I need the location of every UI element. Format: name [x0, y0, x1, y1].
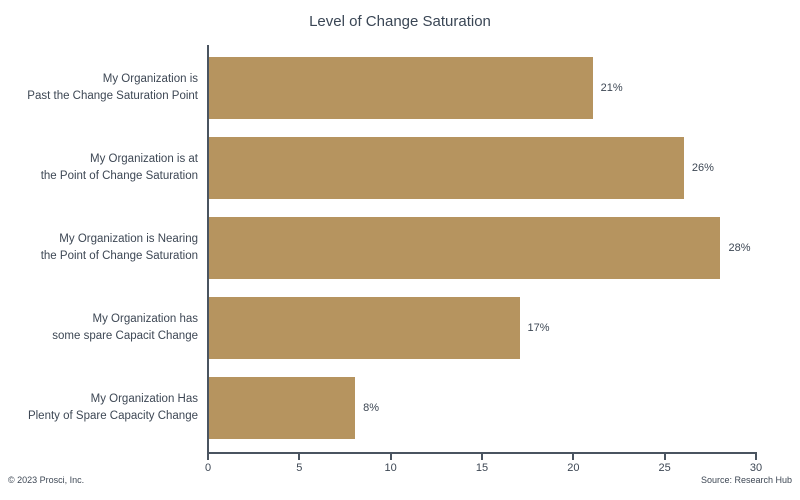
bar-row: My Organization is at the Point of Chang…	[0, 137, 800, 199]
x-tick-mark	[207, 454, 209, 460]
bar	[209, 297, 520, 359]
chart-title: Level of Change Saturation	[309, 13, 491, 30]
x-tick-mark	[572, 454, 575, 460]
bar-row: My Organization is Nearing the Point of …	[0, 217, 800, 279]
category-label: My Organization Has Plenty of Spare Capa…	[27, 393, 198, 422]
bar-track: 8%	[209, 377, 757, 439]
bar	[209, 377, 356, 439]
copyright-text: © 2023 Prosci, Inc.	[8, 475, 85, 485]
x-axis-line	[207, 452, 757, 454]
bar-track: 21%	[209, 57, 757, 119]
bar-value-label: 26%	[691, 162, 714, 174]
bar-value-label: 28%	[728, 242, 751, 254]
x-tick-mark	[389, 454, 392, 460]
source-text: Source: Research Hub	[700, 475, 792, 485]
bar-row: My Organization is Past the Change Satur…	[0, 57, 800, 119]
x-tick-label: 25	[658, 462, 671, 474]
category-label: My Organization is Nearing the Point of …	[40, 233, 198, 262]
x-tick-label: 20	[567, 462, 580, 474]
bar-track: 26%	[209, 137, 757, 199]
bar	[209, 217, 721, 279]
bar-value-label: 8%	[363, 402, 380, 414]
x-tick-label: 5	[296, 462, 303, 474]
category-label: My Organization is Past the Change Satur…	[27, 73, 198, 102]
x-tick-mark	[755, 454, 757, 460]
x-tick-label: 0	[204, 462, 212, 474]
bar-value-label: 17%	[527, 322, 550, 334]
bar-track: 28%	[209, 217, 757, 279]
x-tick-mark	[298, 454, 301, 460]
bar-value-label: 21%	[600, 82, 623, 94]
category-label: My Organization has some spare Capacit C…	[52, 313, 198, 342]
y-axis-line	[207, 45, 209, 454]
bar-row: My Organization has some spare Capacit C…	[0, 297, 800, 359]
bar	[209, 137, 684, 199]
bar-row: My Organization Has Plenty of Spare Capa…	[0, 377, 800, 439]
bar-track: 17%	[209, 297, 757, 359]
x-tick-mark	[481, 454, 483, 460]
bar-rows: My Organization is Past the Change Satur…	[0, 57, 800, 457]
x-axis-ticks: 0 5 10 15 20 25 30	[204, 454, 762, 480]
x-tick-label: 15	[475, 462, 489, 474]
bar	[209, 57, 593, 119]
x-tick-label: 10	[384, 462, 397, 474]
x-tick-mark	[663, 454, 666, 460]
category-label: My Organization is at the Point of Chang…	[40, 153, 198, 182]
x-tick-label: 30	[749, 462, 763, 474]
